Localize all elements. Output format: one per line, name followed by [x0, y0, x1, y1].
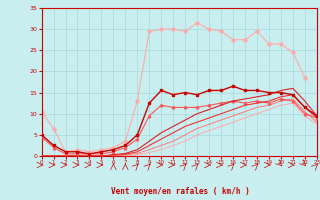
Text: Vent moyen/en rafales ( km/h ): Vent moyen/en rafales ( km/h ) [111, 187, 250, 196]
